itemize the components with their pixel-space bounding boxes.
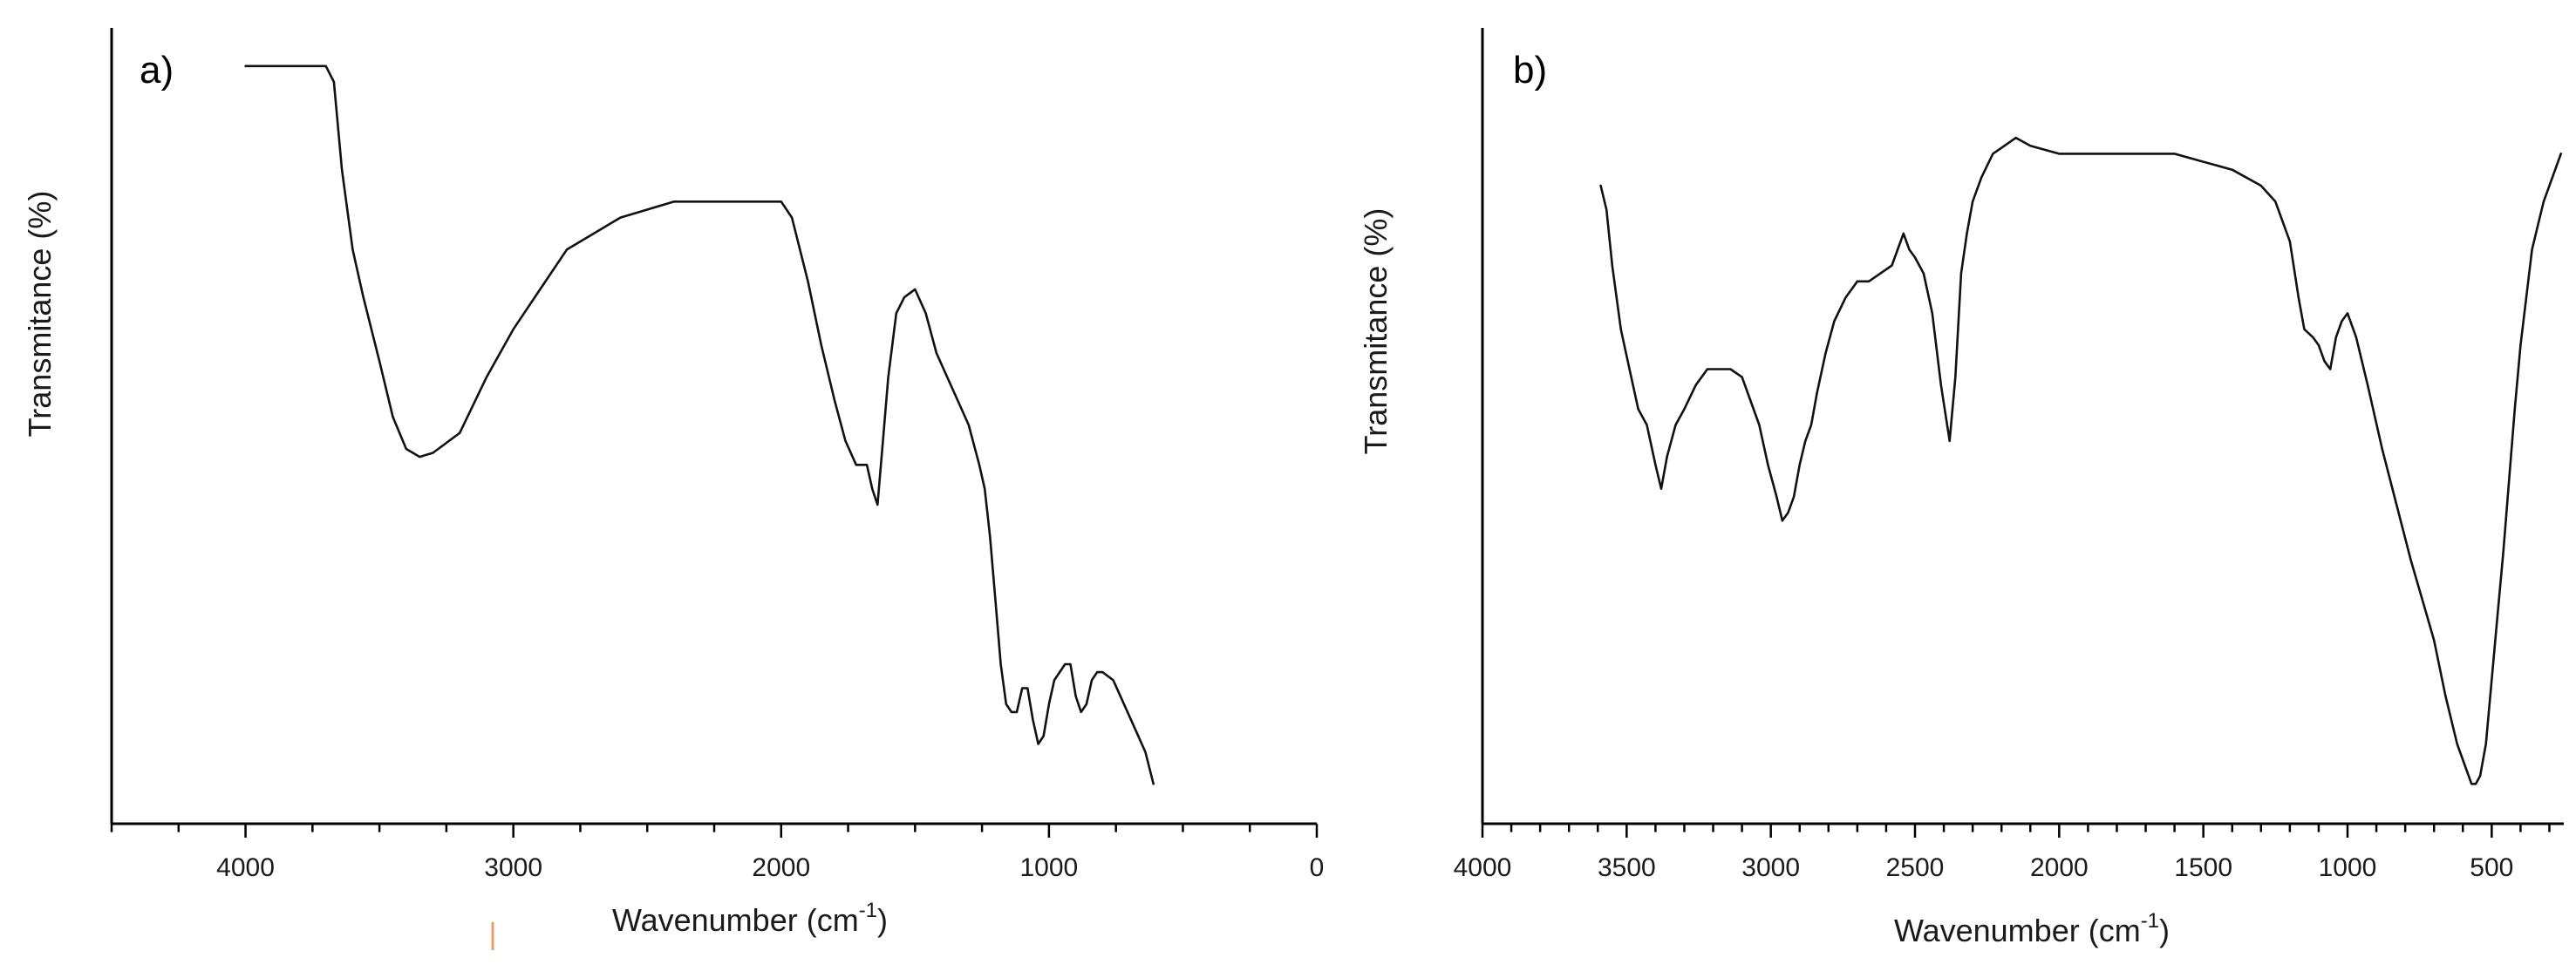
panel-label: a) xyxy=(140,49,174,92)
y-axis-title: Transmitance (%) xyxy=(22,191,58,438)
x-axis-title: Wavenumber (cm-1) xyxy=(1894,909,2170,948)
x-tick-label: 3500 xyxy=(1598,853,1656,882)
x-tick-label: 1000 xyxy=(2319,853,2377,882)
x-tick-label: 500 xyxy=(2470,853,2513,882)
x-tick-label: 3000 xyxy=(484,853,542,882)
panel-b-chart: 4000 3500 3000 2500 2000 1500 1000 500 b) Transmi… xyxy=(1358,28,2564,948)
x-tick-label: 3000 xyxy=(1741,853,1800,882)
spectrum-series-line xyxy=(1599,136,2562,785)
x-axis-title: Wavenumber (cm-1) xyxy=(612,899,888,938)
spectrum-series-line xyxy=(244,65,1155,785)
panel-a-chart: 4000 3000 2000 1000 0 a) Transmitance (%) Waven… xyxy=(22,28,1324,950)
x-tick-label: 2500 xyxy=(1886,853,1945,882)
x-tick-label: 1000 xyxy=(1020,853,1079,882)
x-tick-label: 1500 xyxy=(2174,853,2232,882)
x-tick-label: 2000 xyxy=(752,853,810,882)
x-tick-label: 4000 xyxy=(216,853,275,882)
x-tick-label: 4000 xyxy=(1454,853,1512,882)
x-tick-label: 2000 xyxy=(2030,853,2089,882)
panel-label: b) xyxy=(1513,49,1547,92)
y-axis-title: Transmitance (%) xyxy=(1358,208,1394,455)
x-tick-label: 0 xyxy=(1310,853,1325,882)
